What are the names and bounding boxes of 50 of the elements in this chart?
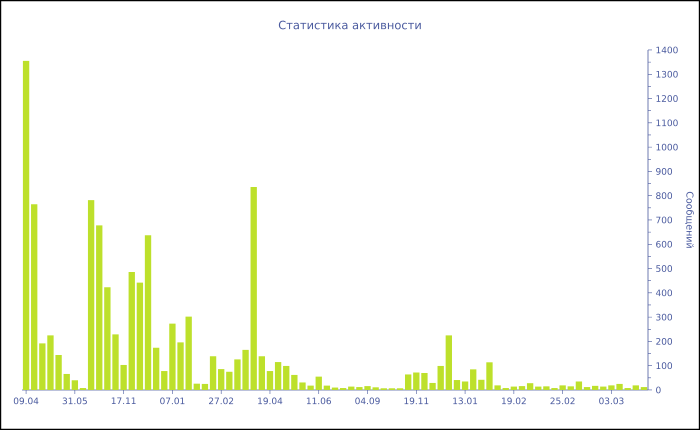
bar xyxy=(421,372,428,390)
bar xyxy=(364,386,371,390)
bar xyxy=(47,335,54,390)
x-tick-label: 25.02 xyxy=(550,398,575,404)
bar xyxy=(242,350,249,390)
y-tick-label: 1200 xyxy=(656,95,678,102)
bar xyxy=(144,235,152,390)
y-axis-title: Сообщений xyxy=(685,192,694,248)
x-tick-label: 13.01 xyxy=(453,398,478,404)
bar xyxy=(584,387,590,390)
y-tick-label: 600 xyxy=(656,240,672,248)
x-tick-label: 11.06 xyxy=(306,398,332,404)
y-tick-label: 800 xyxy=(656,192,672,200)
bar xyxy=(616,384,623,390)
y-tick-label: 300 xyxy=(656,314,672,321)
y-tick-label: 0 xyxy=(656,386,661,394)
x-tick-label: 17.11 xyxy=(112,398,136,404)
y-tick-label: 200 xyxy=(656,338,672,345)
y-tick-label: 500 xyxy=(656,265,672,272)
x-tick-label: 31.05 xyxy=(62,398,87,404)
chart-title: Статистика активности xyxy=(278,20,421,30)
bar xyxy=(299,382,306,390)
bar xyxy=(202,384,208,390)
y-tick-label: 1300 xyxy=(656,70,678,78)
x-tick-label: 19.04 xyxy=(258,398,282,404)
x-tick-label: 07.01 xyxy=(160,398,184,404)
bar xyxy=(640,387,648,390)
bar xyxy=(266,371,274,390)
bar xyxy=(112,334,119,390)
y-tick-label: 1100 xyxy=(656,119,678,126)
x-tick-label: 27.02 xyxy=(209,398,234,404)
y-tick-label: 1400 xyxy=(656,46,678,54)
y-tick-label: 100 xyxy=(656,362,672,370)
y-tick-label: 900 xyxy=(656,168,672,175)
bar xyxy=(210,356,216,390)
x-tick-label: 03.03 xyxy=(599,398,624,404)
bar xyxy=(518,386,526,390)
x-tick-label: 19.02 xyxy=(502,398,526,404)
bar xyxy=(454,380,460,390)
y-tick-label: 700 xyxy=(656,216,672,224)
y-tick-label: 400 xyxy=(656,289,672,296)
y-tick-label: 1000 xyxy=(656,144,678,151)
x-tick-label: 04.09 xyxy=(355,398,380,404)
bar xyxy=(177,342,184,390)
x-tick-label: 19.11 xyxy=(404,398,428,404)
bar xyxy=(22,60,30,390)
bar xyxy=(486,362,493,390)
x-tick-label: 09.04 xyxy=(14,398,38,404)
bar xyxy=(234,359,241,390)
bar xyxy=(429,382,436,390)
